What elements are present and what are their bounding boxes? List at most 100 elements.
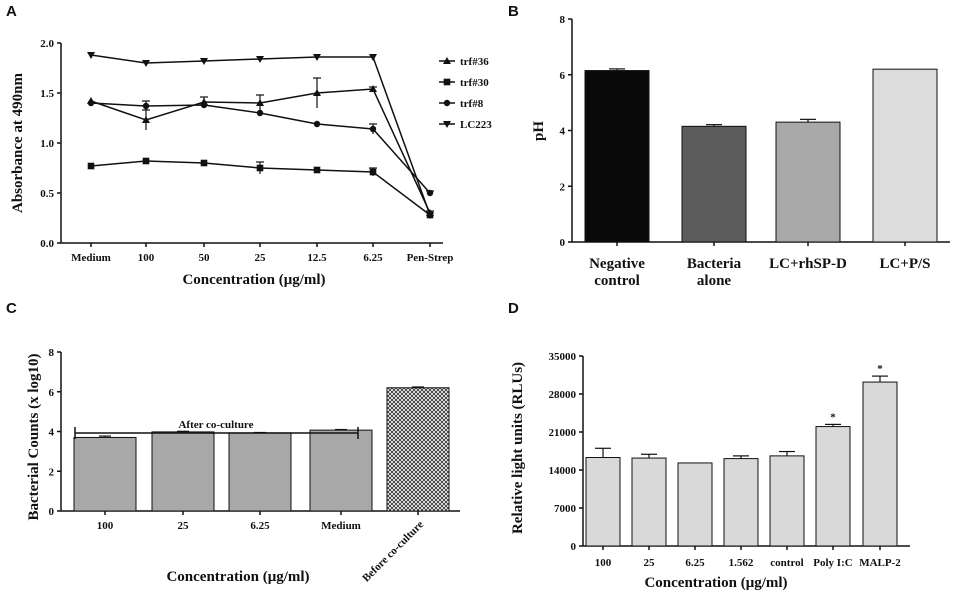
panel-c-letter: C <box>6 300 17 317</box>
a-y-tick-label: 2.0 <box>40 38 54 50</box>
a-point-trf#8 <box>426 189 434 197</box>
d-bar <box>631 457 667 547</box>
b-x-tick-label: LC+P/S <box>879 256 930 272</box>
b-y-tick-label: 4 <box>560 126 566 138</box>
b-bar <box>775 121 841 243</box>
d-x-tick-label: 100 <box>595 557 612 569</box>
d-x-tick-label: 6.25 <box>685 557 705 569</box>
panel-b-letter: B <box>508 3 519 20</box>
b-bar <box>872 68 938 243</box>
b-x-tick-label: Negative <box>589 256 645 272</box>
a-point-trf#36 <box>369 85 377 92</box>
d-y-tick-label: 14000 <box>549 465 577 477</box>
a-x-tick-label: Pen-Strep <box>407 252 454 264</box>
panel-d-letter: D <box>508 300 519 317</box>
c-x-tick-label: 100 <box>97 520 114 532</box>
c-y-axis-title: Bacterial Counts (x log10) <box>26 353 42 520</box>
a-point-LC223 <box>313 54 321 61</box>
d-y-tick-label: 21000 <box>549 427 577 439</box>
c-x-tick-label: 25 <box>178 520 190 532</box>
c-bar <box>386 387 450 512</box>
a-point-trf#30 <box>87 162 95 170</box>
d-y-tick-label: 7000 <box>554 503 577 515</box>
a-x-tick-label: 25 <box>255 252 267 264</box>
a-point-trf#30 <box>200 159 208 167</box>
panel-d-bar-chart: 0 7000 14000 21000 28000 35000 Relative light … <box>510 351 910 591</box>
a-point-trf#30 <box>313 166 321 174</box>
a-x-tick-label: 6.25 <box>363 252 383 264</box>
a-legend-label: trf#8 <box>460 98 484 110</box>
a-legend-label: trf#30 <box>460 77 489 89</box>
a-x-tick-label: 50 <box>199 252 211 264</box>
a-point-trf#8 <box>313 120 321 128</box>
b-x-tick-label: alone <box>697 273 732 289</box>
a-point-LC223 <box>200 58 208 65</box>
c-x-tick-label: 6.25 <box>250 520 270 532</box>
a-legend-marker <box>443 57 451 64</box>
b-bar <box>584 70 650 243</box>
b-y-tick-label: 0 <box>560 237 566 249</box>
c-annotation: After co-culture <box>178 419 253 431</box>
panel-c-bar-chart: 0 2 4 6 8 Bacterial Counts (x log10) Concentra… <box>26 347 460 585</box>
a-point-trf#30 <box>256 164 264 172</box>
d-x-tick-label: 1.562 <box>729 557 754 569</box>
a-x-tick-label: Medium <box>71 252 111 264</box>
d-y-tick-label: 35000 <box>549 351 577 363</box>
a-point-LC223 <box>256 56 264 63</box>
c-y-tick-label: 8 <box>49 347 55 359</box>
c-bar <box>151 431 215 512</box>
a-point-trf#36 <box>142 116 150 123</box>
a-y-tick-label: 1.0 <box>40 138 54 150</box>
a-point-trf#36 <box>313 89 321 96</box>
a-series-line-trf#8 <box>90 102 431 194</box>
d-x-axis-title: Concentration (μg/ml) <box>644 575 787 591</box>
c-x-tick-label: Before co-culture <box>360 519 426 585</box>
a-point-LC223 <box>369 54 377 61</box>
b-x-tick-label: LC+rhSP-D <box>769 256 847 272</box>
b-x-tick-label: control <box>594 273 640 289</box>
c-y-tick-label: 0 <box>49 506 55 518</box>
d-y-tick-label: 0 <box>571 541 577 553</box>
d-significance-star: * <box>877 363 883 375</box>
c-bar <box>228 432 292 512</box>
a-legend-label: trf#36 <box>460 56 489 68</box>
a-legend-marker <box>443 78 451 86</box>
d-bar <box>585 457 621 547</box>
d-bar <box>723 458 759 547</box>
a-x-axis-title: Concentration (μg/ml) <box>182 272 325 288</box>
a-point-trf#30 <box>142 157 150 165</box>
a-legend-marker <box>443 99 451 107</box>
d-bar <box>769 455 805 547</box>
d-bar <box>677 462 713 547</box>
panel-a-line-chart: 0.0 0.5 1.0 1.5 2.0 Medium 100 50 25 12.5 6.25 Pen-… <box>10 38 492 288</box>
a-point-trf#8 <box>142 102 150 110</box>
c-y-tick-label: 6 <box>49 387 55 399</box>
b-bar <box>681 125 747 243</box>
a-point-trf#8 <box>87 99 95 107</box>
b-y-tick-label: 8 <box>560 14 566 26</box>
d-bar <box>862 381 898 547</box>
d-significance-star: * <box>830 411 836 423</box>
a-y-tick-label: 1.5 <box>40 88 54 100</box>
a-y-tick-label: 0.5 <box>40 188 54 200</box>
a-point-LC223 <box>87 52 95 59</box>
c-bar <box>309 429 373 512</box>
a-x-tick-label: 100 <box>138 252 155 264</box>
c-y-tick-label: 2 <box>49 466 55 478</box>
a-legend-marker <box>443 121 451 128</box>
d-x-tick-label: MALP-2 <box>859 557 901 569</box>
a-point-trf#8 <box>369 125 377 133</box>
a-point-trf#36 <box>256 99 264 106</box>
b-x-tick-label: Bacteria <box>687 256 742 272</box>
c-bar <box>73 436 137 512</box>
d-bar <box>815 426 851 547</box>
d-y-tick-label: 28000 <box>549 389 577 401</box>
d-y-axis-title: Relative light units (RLUs) <box>510 362 526 534</box>
d-x-tick-label: 25 <box>644 557 656 569</box>
a-point-LC223 <box>142 60 150 67</box>
a-x-tick-label: 12.5 <box>307 252 327 264</box>
b-y-tick-label: 6 <box>560 70 566 82</box>
b-y-axis-title: pH <box>531 121 547 141</box>
